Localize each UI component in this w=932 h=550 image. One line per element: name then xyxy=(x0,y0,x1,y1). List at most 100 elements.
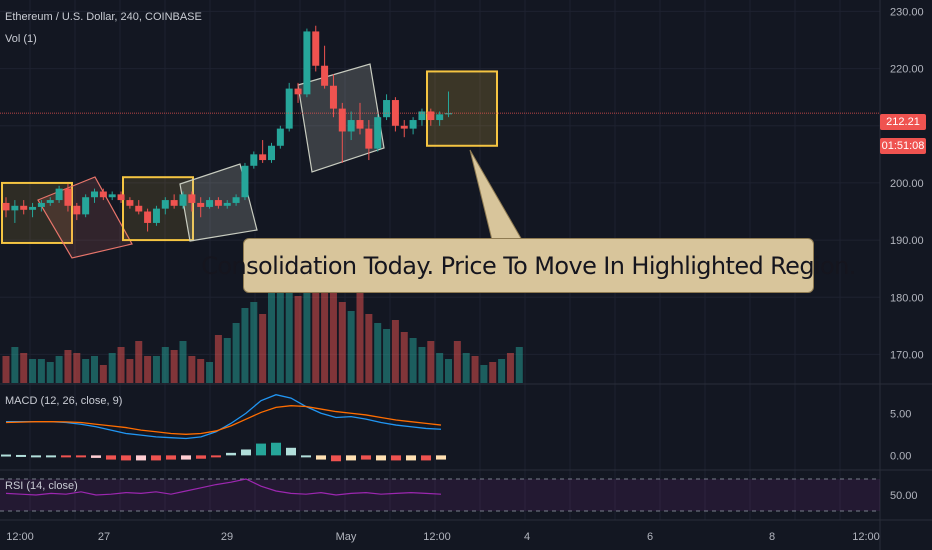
macd-hist-bar xyxy=(436,455,446,460)
macd-hist-bar xyxy=(136,455,146,461)
candle-body xyxy=(418,111,426,121)
candle-body xyxy=(391,100,399,126)
volume-bar xyxy=(489,362,497,383)
macd-legend[interactable]: MACD (12, 26, close, 9) xyxy=(5,395,123,407)
macd-tick-label: 0.00 xyxy=(890,450,911,462)
macd-hist-bar xyxy=(211,455,221,458)
volume-bar xyxy=(64,350,72,383)
price-tick-label: 180.00 xyxy=(890,292,924,304)
candle-body xyxy=(276,128,284,146)
candle-body xyxy=(29,206,37,210)
macd-hist-bar xyxy=(421,455,431,461)
volume-bar xyxy=(259,314,267,383)
volume-bar xyxy=(144,356,152,383)
volume-bar xyxy=(427,341,435,383)
volume-bar xyxy=(338,302,346,383)
candle-body xyxy=(250,154,258,166)
volume-bar xyxy=(498,359,506,383)
candle-body xyxy=(188,194,196,203)
candle-body xyxy=(73,205,81,215)
candle-body xyxy=(161,200,169,209)
macd-hist-bar xyxy=(46,455,56,458)
price-tick-label: 170.00 xyxy=(890,349,924,361)
time-tick-label: 12:00 xyxy=(6,531,34,543)
volume-bar xyxy=(391,320,399,383)
volume-bar xyxy=(303,269,311,383)
macd-histogram xyxy=(1,442,446,462)
volume-bar xyxy=(329,287,337,383)
price-tick-label: 220.00 xyxy=(890,64,924,76)
candle-body xyxy=(64,188,72,206)
macd-line xyxy=(6,394,442,440)
volume-bar xyxy=(2,356,10,383)
volume-bar xyxy=(11,347,19,383)
price-tick-label: 230.00 xyxy=(890,6,924,18)
time-tick-label: 4 xyxy=(524,531,530,543)
candles xyxy=(2,25,452,232)
volume-bar xyxy=(170,350,178,383)
time-tick-label: May xyxy=(336,531,357,543)
candle-body xyxy=(445,113,452,115)
volume-bar xyxy=(471,356,479,383)
candle-body xyxy=(241,165,249,198)
volume-bar xyxy=(506,353,514,383)
volume-bar xyxy=(91,356,98,383)
macd-hist-bar xyxy=(121,455,131,461)
volume-bar xyxy=(197,359,205,383)
candle-body xyxy=(268,145,275,161)
last-price-tag: 212.21 xyxy=(880,114,926,130)
volume-bar xyxy=(73,353,81,383)
time-tick-label: 12:00 xyxy=(423,531,451,543)
macd-hist-bar xyxy=(91,455,101,458)
volume-legend[interactable]: Vol (1) xyxy=(5,33,37,45)
candle-body xyxy=(338,108,346,132)
volume-bar xyxy=(285,275,293,383)
macd-hist-bar xyxy=(376,455,386,461)
macd-hist-bar xyxy=(31,455,41,458)
candle-body xyxy=(144,211,152,223)
volume-bar xyxy=(108,353,116,383)
volume-bar xyxy=(214,335,222,383)
volume-bar xyxy=(453,341,461,383)
macd-hist-bar xyxy=(1,454,11,457)
volume-bar xyxy=(312,278,320,383)
volume-bar xyxy=(179,341,187,383)
volume-bar xyxy=(117,347,125,383)
candle-body xyxy=(170,200,178,206)
volume-bar xyxy=(321,293,329,383)
macd-hist-bar xyxy=(181,455,191,460)
symbol-legend[interactable]: Ethereum / U.S. Dollar, 240, COINBASE xyxy=(5,11,202,23)
macd-tick-label: 5.00 xyxy=(890,408,911,420)
volume-bar xyxy=(445,359,452,383)
candle-body xyxy=(197,202,205,207)
volume-bar xyxy=(223,338,231,383)
volume-bar xyxy=(99,365,107,383)
candle-body xyxy=(2,202,10,211)
volume-bar xyxy=(55,356,63,383)
candle-body xyxy=(329,85,337,109)
volume-bar xyxy=(161,347,169,383)
candle-body xyxy=(152,208,160,223)
volume-bar xyxy=(462,353,470,383)
macd-hist-bar xyxy=(151,455,161,461)
consolidation-annotation[interactable]: Consolidation Today. Price To Move In Hi… xyxy=(201,238,856,293)
volume-bar xyxy=(29,359,37,383)
candle-body xyxy=(214,200,222,206)
time-tick-label: 29 xyxy=(221,531,233,543)
macd-hist-bar xyxy=(346,455,356,461)
candle-body xyxy=(365,128,373,149)
rsi-legend[interactable]: RSI (14, close) xyxy=(5,480,78,492)
macd-hist-bar xyxy=(166,455,176,460)
candle-body xyxy=(206,200,214,207)
volume-bar xyxy=(418,347,426,383)
macd-hist-bar xyxy=(286,447,296,456)
rsi-tick-label: 50.00 xyxy=(890,490,918,502)
annotation-pointer xyxy=(469,149,523,241)
candle-body xyxy=(409,120,417,129)
signal-line xyxy=(5,405,442,435)
time-tick-label: 12:00 xyxy=(852,531,880,543)
volume-bar xyxy=(365,314,373,383)
volume-bar xyxy=(232,323,240,383)
macd-hist-bar xyxy=(331,455,341,462)
candle-body xyxy=(347,120,355,132)
